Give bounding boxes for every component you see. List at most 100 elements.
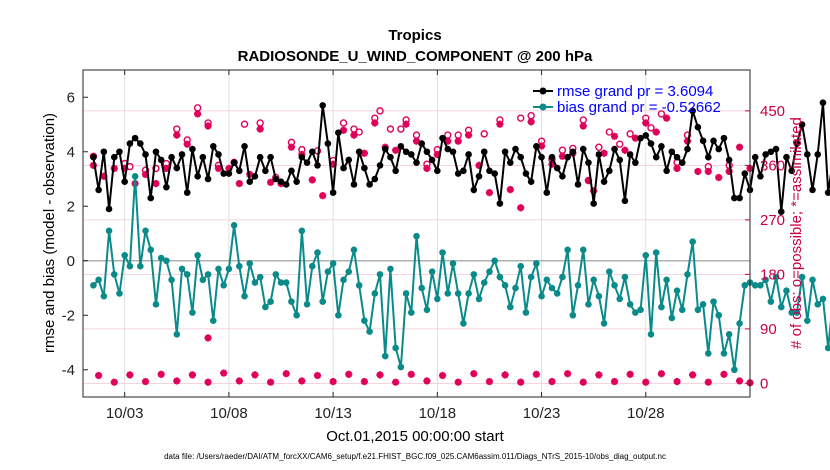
bias-point [262,303,269,311]
obs-assimilated-marker [610,132,619,140]
y-tick-label: 6 [67,89,75,106]
bias-point [147,246,155,254]
bias-point [418,284,426,292]
obs-assimilated-marker [360,149,368,157]
rmse-point [361,164,368,172]
obs-assimilated-marker [89,161,98,169]
y-tick-label: 4 [67,144,75,161]
rmse-point [715,145,723,153]
bias-point [751,281,759,289]
rmse-point [241,143,248,150]
rmse-point [267,153,274,161]
rmse-point [116,148,123,156]
rmse-point [689,107,696,115]
obs-assimilated-marker [621,146,629,154]
bias-point [673,287,681,295]
obs-assimilated-marker [376,371,384,379]
rmse-point [548,153,556,161]
bias-point [767,298,775,305]
rmse-point [772,145,780,153]
rmse-point [418,140,426,147]
rmse-point [147,194,155,202]
rmse-point [131,134,139,142]
rmse-point [460,167,467,175]
rmse-point [569,148,577,156]
obs-possible-marker [397,125,405,133]
obs-assimilated-marker [251,371,259,379]
rmse-point [684,145,691,153]
obs-assimilated-marker [256,125,264,133]
rmse-point [444,145,452,153]
plot-frame [82,69,751,398]
rmse-point [595,151,603,158]
obs-assimilated-marker [595,371,603,379]
bias-point [632,309,639,316]
bias-point [501,281,509,289]
bias-point [454,290,462,297]
obs-assimilated-marker [631,134,639,142]
rmse-point [236,167,243,175]
bias-point [506,303,514,311]
bias-point [407,309,415,316]
bias-point [335,311,342,319]
rmse-point [663,167,670,175]
obs-assimilated-marker [329,377,337,386]
bias-point [533,260,540,267]
bias-point [600,320,608,327]
obs-assimilated-marker [423,377,431,385]
bias-point [814,301,822,308]
obs-assimilated-marker [626,370,634,378]
rmse-point [731,194,738,202]
rmse-point [751,153,759,161]
obs-assimilated-marker [465,131,473,139]
rmse-point [152,148,160,156]
rmse-point [376,162,384,169]
rmse-point [616,156,624,164]
obs-assimilated-marker [173,131,181,139]
obs-assimilated-marker [454,137,462,145]
bias-point [392,344,399,352]
rmse-point [110,153,118,161]
legend-bias-label: bias grand pr = -0.52662 [557,99,721,116]
bias-point [783,287,790,295]
obs-assimilated-marker [204,334,212,342]
obs-assimilated-marker [715,173,723,182]
obs-assimilated-marker [564,370,572,378]
obs-assimilated-marker [100,172,108,180]
bias-point [564,246,571,254]
y2-tick-label: 90 [760,321,777,338]
bias-point [804,317,811,325]
rmse-point [725,156,733,164]
obs-assimilated-marker [162,164,170,173]
rmse-point [189,145,196,153]
bias-point [199,276,207,284]
bias-point [496,273,504,281]
bias-point [684,271,691,278]
rmse-point [194,172,201,180]
obs-possible-marker [376,107,384,115]
obs-assimilated-marker [204,378,212,386]
rmse-point [439,134,446,142]
bias-point [647,331,655,338]
obs-possible-marker [657,110,666,118]
rmse-point [809,186,816,194]
obs-assimilated-marker [287,143,296,151]
obs-assimilated-marker [537,142,546,150]
bias-point [215,265,222,273]
rmse-point [303,159,311,166]
rmse-point [798,121,806,128]
rmse-point [340,164,347,172]
rmse-point [465,151,472,158]
bias-point [314,249,321,256]
bias-point [131,172,139,180]
obs-assimilated-marker [282,370,290,378]
rmse-point [579,145,587,153]
bias-point [319,298,327,305]
rmse-point [366,181,373,188]
obs-assimilated-marker [157,370,165,378]
rmse-point [585,159,592,166]
bias-point [668,314,676,322]
obs-assimilated-marker [590,187,598,195]
rmse-point [173,164,181,172]
bias-point [298,227,306,235]
